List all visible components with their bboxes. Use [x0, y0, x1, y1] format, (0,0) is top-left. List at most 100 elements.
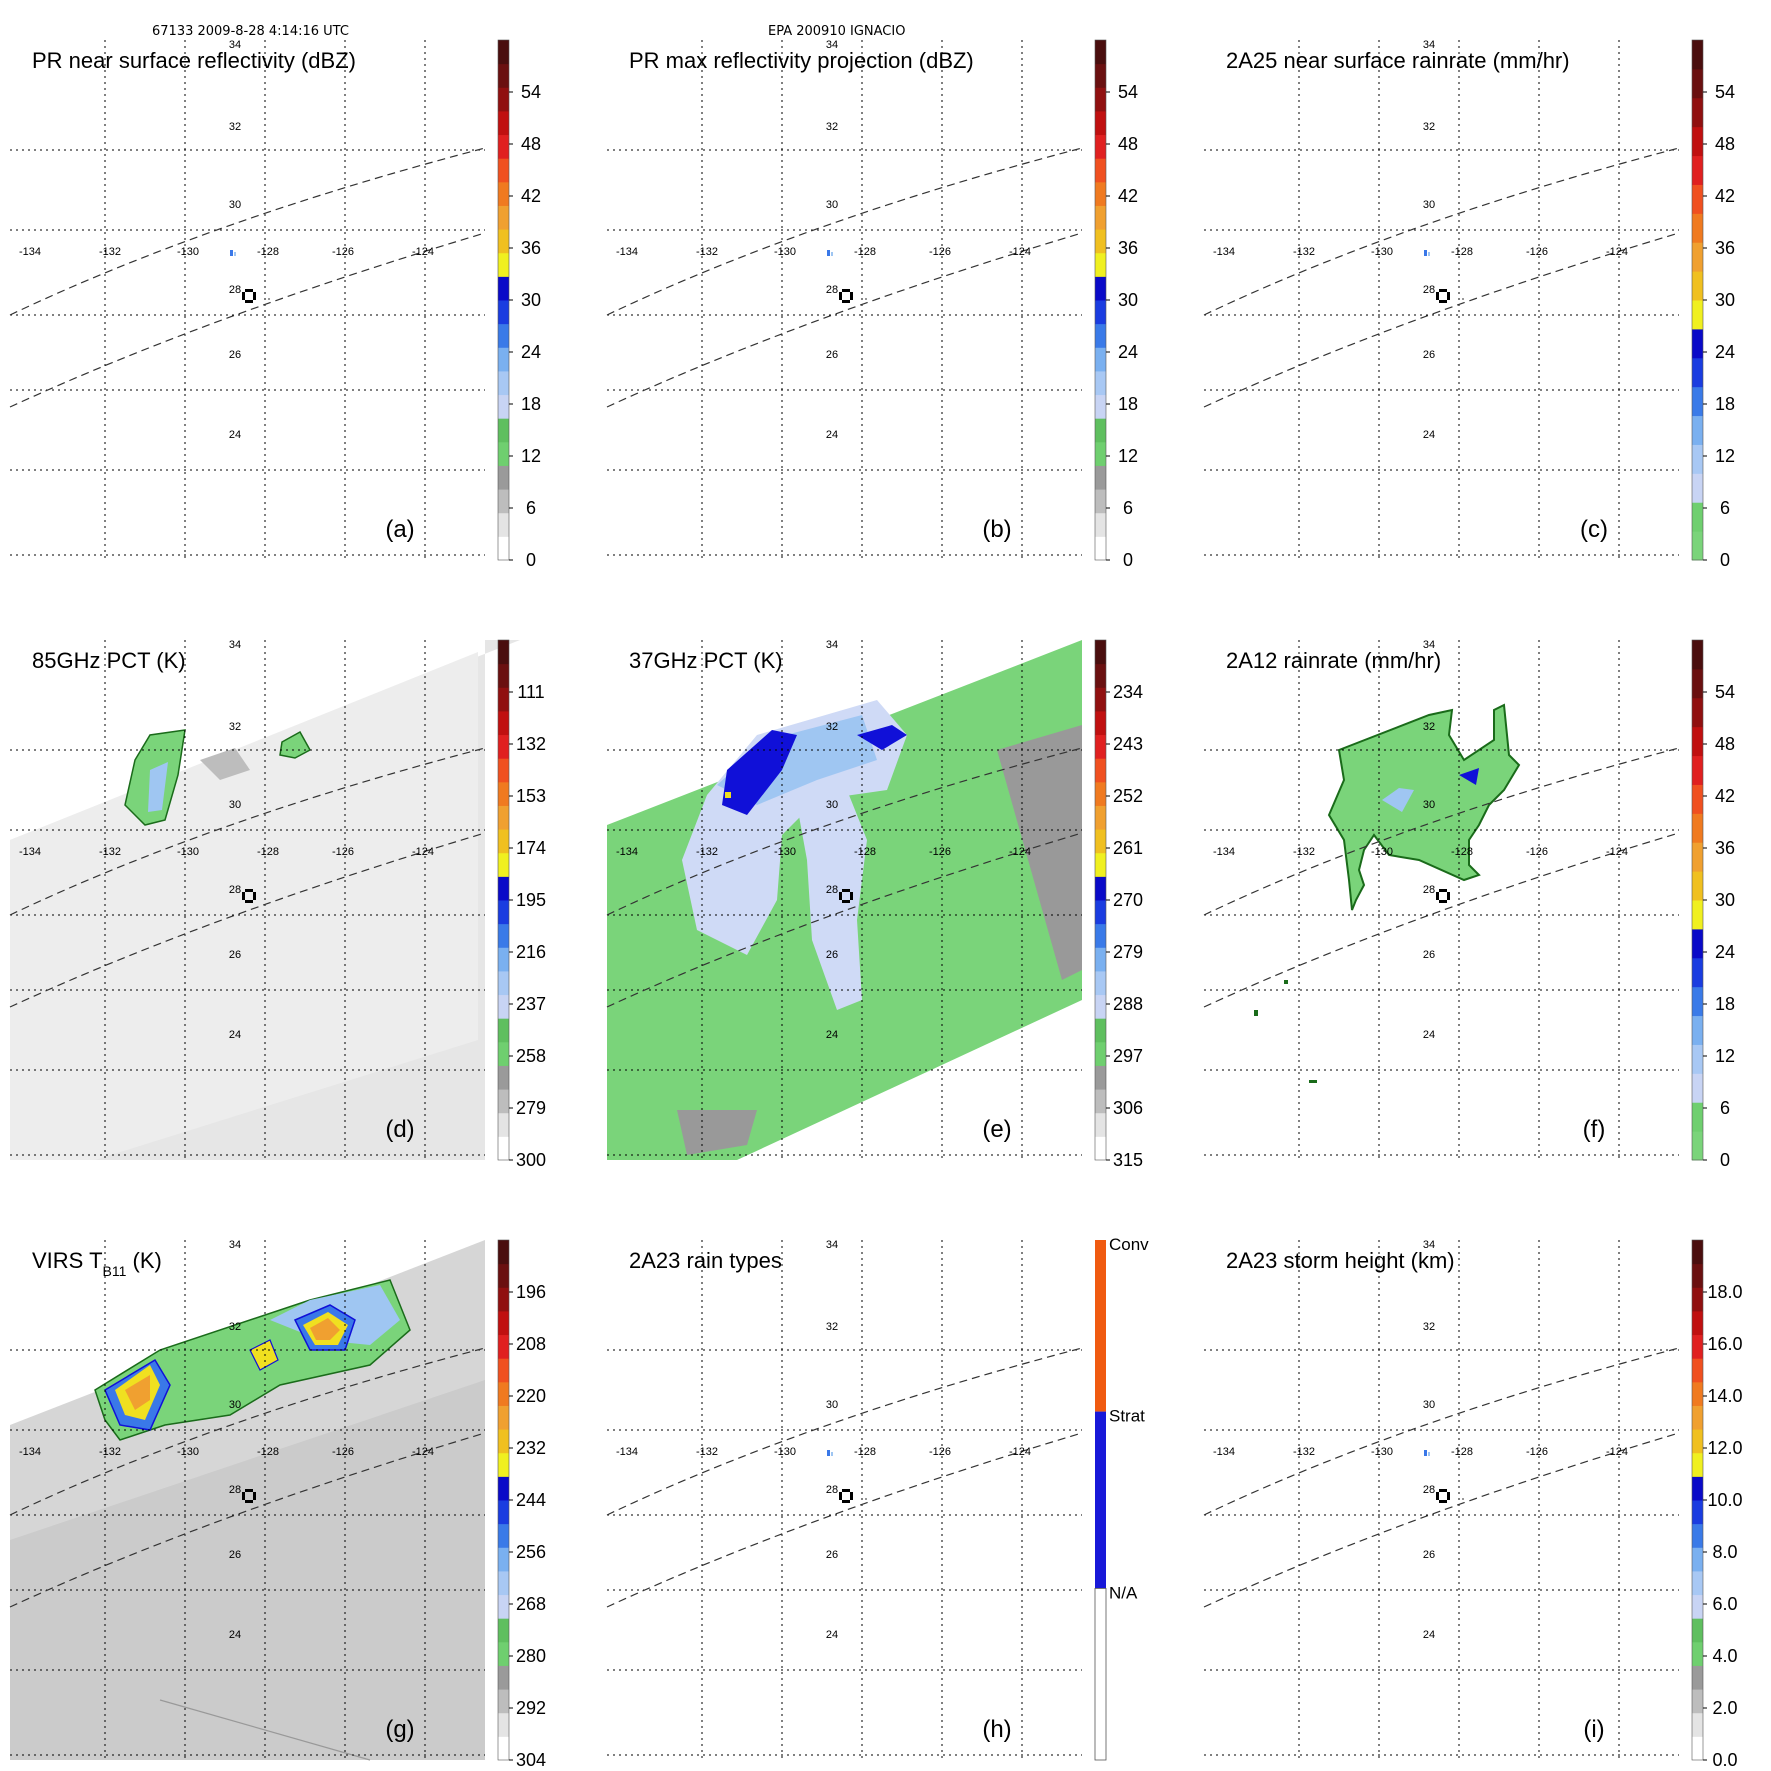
panel-title: PR max reflectivity projection (dBZ) — [629, 48, 974, 73]
colorbar-tick-label: 232 — [516, 1438, 546, 1458]
longitude-label: -128 — [257, 1446, 279, 1458]
cold-cloud-region — [279, 730, 312, 759]
longitude-label: -128 — [854, 1446, 876, 1458]
colorbar-segment — [498, 1570, 509, 1596]
longitude-label: -130 — [177, 1446, 199, 1458]
colorbar-segment — [498, 158, 509, 183]
pr-swath-edge — [9, 1432, 486, 1608]
longitude-label: -128 — [257, 246, 279, 258]
pr-swath-edge — [1203, 832, 1680, 1008]
colorbar-segment — [1095, 347, 1106, 372]
latitude-label: 32 — [1423, 1321, 1435, 1333]
colorbar-tick-label: 12 — [1715, 1046, 1735, 1066]
longitude-label: -126 — [1526, 246, 1548, 258]
colorbar-segment — [1692, 242, 1703, 272]
colorbar-segment — [498, 134, 509, 159]
pr-swath-edge — [1203, 232, 1680, 408]
colorbar-segment — [498, 300, 509, 325]
colorbar-tick-label: 292 — [516, 1698, 546, 1718]
virs-swath-lower — [10, 1380, 485, 1760]
colorbar-tick-label: 261 — [1113, 838, 1143, 858]
colorbar-segment — [498, 536, 509, 561]
colorbar-segment — [1692, 213, 1703, 243]
colorbar-segment — [1692, 1310, 1703, 1336]
pr-swath-edge — [9, 747, 486, 916]
colorbar-segment — [498, 1089, 509, 1114]
latitude-label: 32 — [1423, 121, 1435, 133]
panel-title: 2A23 storm height (km) — [1226, 1248, 1455, 1273]
cold-core — [148, 762, 168, 812]
longitude-label: -132 — [1293, 1446, 1315, 1458]
colorbar-segment — [498, 512, 509, 537]
panel-a: 34 32 30 28 26 24 -134 -132 -130 -128 -126 -124 PR n… — [9, 39, 541, 570]
colorbar-segment — [1692, 271, 1703, 301]
latitude-label: 26 — [229, 349, 241, 361]
colorbar-segment — [1095, 63, 1106, 88]
longitude-label: -128 — [1451, 846, 1473, 858]
colorbar-segment — [1095, 640, 1106, 665]
category-label-conv: Conv — [1109, 1235, 1149, 1254]
pr-swath-edge — [606, 147, 1083, 316]
colorbar-segment — [1692, 784, 1703, 814]
storm-center-marker — [1436, 289, 1450, 303]
colorbar-segment — [498, 181, 509, 206]
longitude-label: -128 — [854, 846, 876, 858]
colorbar-segment — [1692, 1665, 1703, 1690]
panel-e: 34 32 30 28 26 24 -134 -132 -130 -128 -126 -124 37GH… — [606, 639, 1143, 1170]
colorbar-tick-label: 24 — [1118, 342, 1138, 362]
colorbar-segment — [1095, 781, 1106, 806]
colorbar-tick-label: 24 — [521, 342, 541, 362]
colorbar-segment — [1692, 1429, 1703, 1454]
latitude-label: 28 — [229, 1484, 241, 1496]
longitude-label: -134 — [19, 246, 41, 258]
colorbar-segment — [498, 1358, 509, 1383]
colorbar-segment — [1692, 1689, 1703, 1714]
colorbar-segment — [498, 1112, 509, 1137]
latitude-label: 24 — [229, 1029, 241, 1041]
latitude-label: 28 — [229, 884, 241, 896]
echo-speck — [1428, 252, 1430, 256]
longitude-label: -130 — [1371, 846, 1393, 858]
latitude-label: 24 — [826, 1029, 838, 1041]
colorbar-tick-label: 6 — [1720, 498, 1730, 518]
colorbar-segment — [1692, 697, 1703, 728]
longitude-label: -128 — [1451, 1446, 1473, 1458]
colorbar-tick-label: 216 — [516, 942, 546, 962]
colorbar-segment — [1692, 928, 1703, 959]
colorbar-segment — [1095, 758, 1106, 783]
colorbar-tick-label: 36 — [1715, 238, 1735, 258]
colorbar-segment — [1692, 1641, 1703, 1666]
pr-swath-edge — [606, 232, 1083, 408]
colorbar-tick-label: 12 — [1715, 446, 1735, 466]
latitude-label: 26 — [1423, 349, 1435, 361]
colorbar-segment — [498, 276, 509, 301]
storm-center-marker — [242, 1489, 256, 1503]
colorbar-segment — [1095, 158, 1106, 183]
colorbar-tick-label: 18 — [521, 394, 541, 414]
colorbar-tick-label: 6.0 — [1712, 1594, 1737, 1614]
latitude-label: 26 — [826, 949, 838, 961]
orbit-time-header: 67133 2009-8-28 4:14:16 UTC — [152, 24, 349, 39]
colorbar-segment — [1095, 923, 1106, 948]
colorbar-segment — [1692, 473, 1703, 503]
panel-g: 34 32 30 28 26 24 -134 -132 -130 -128 -126 -124 VIRS… — [9, 1239, 546, 1770]
colorbar-segment — [1692, 40, 1703, 70]
colorbar-segment — [1095, 536, 1106, 561]
colorbar-tick-label: 18 — [1715, 394, 1735, 414]
pr-swath-edge — [9, 147, 486, 316]
storm-center-marker — [839, 289, 853, 303]
colorbar-segment — [1692, 1358, 1703, 1383]
colorbar-segment — [1692, 97, 1703, 128]
colorbar-segment — [1095, 947, 1106, 972]
colorbar-segment — [498, 876, 509, 901]
colorbar-segment — [1095, 512, 1106, 537]
latitude-label: 28 — [826, 884, 838, 896]
colorbar-segment — [498, 1310, 509, 1336]
longitude-label: -124 — [1606, 846, 1628, 858]
colorbar-tick-label: 0 — [526, 550, 536, 570]
colorbar-segment — [498, 1641, 509, 1666]
cold-edge-right — [997, 725, 1082, 980]
echo-speck — [827, 250, 830, 256]
colorbar-segment — [1692, 755, 1703, 785]
colorbar-segment — [1692, 531, 1703, 561]
